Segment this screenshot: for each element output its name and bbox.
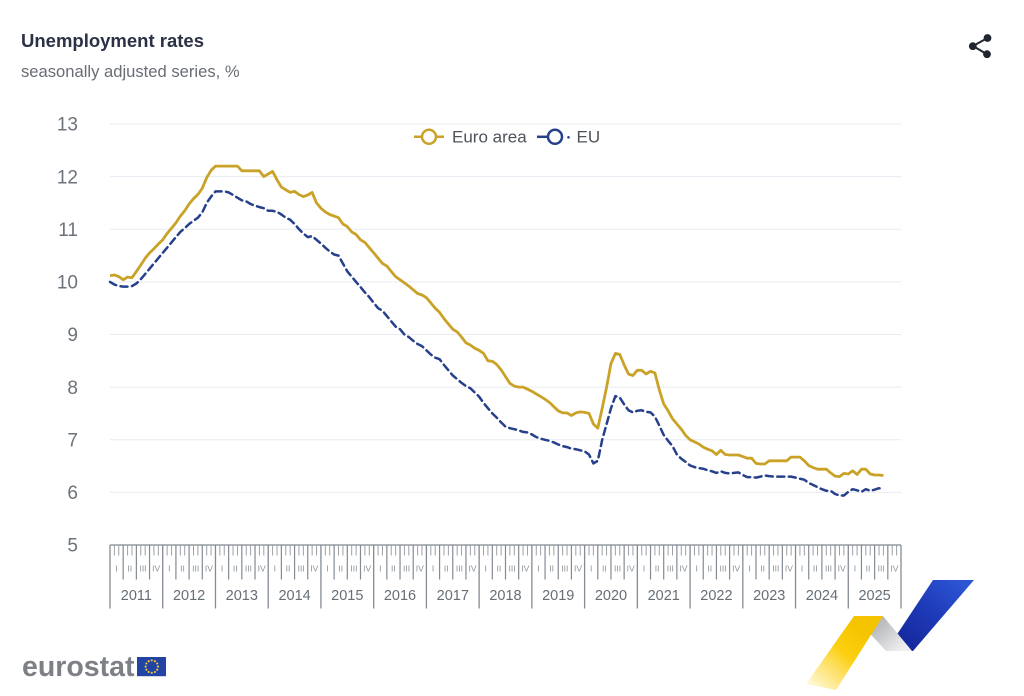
- svg-text:2017: 2017: [437, 588, 469, 604]
- svg-text:2021: 2021: [648, 588, 680, 604]
- svg-text:III: III: [561, 564, 568, 574]
- svg-text:2020: 2020: [595, 588, 627, 604]
- svg-text:I: I: [379, 564, 381, 574]
- svg-text:IV: IV: [785, 564, 793, 574]
- svg-text:I: I: [537, 564, 539, 574]
- svg-text:I: I: [168, 564, 170, 574]
- svg-text:2011: 2011: [121, 588, 152, 604]
- svg-text:11: 11: [58, 220, 78, 241]
- svg-text:2025: 2025: [858, 588, 890, 604]
- svg-text:I: I: [590, 564, 592, 574]
- svg-text:IV: IV: [679, 564, 687, 574]
- svg-text:IV: IV: [205, 564, 213, 574]
- svg-text:2012: 2012: [173, 588, 205, 604]
- svg-text:8: 8: [67, 378, 78, 399]
- svg-text:7: 7: [67, 430, 78, 451]
- svg-text:IV: IV: [363, 564, 371, 574]
- svg-text:2016: 2016: [384, 588, 416, 604]
- svg-text:III: III: [298, 564, 305, 574]
- svg-text:I: I: [274, 564, 276, 574]
- svg-text:2014: 2014: [278, 588, 310, 604]
- svg-text:III: III: [719, 564, 726, 574]
- svg-text:I: I: [221, 564, 223, 574]
- svg-text:I: I: [326, 564, 328, 574]
- svg-text:III: III: [614, 564, 621, 574]
- svg-text:IV: IV: [416, 564, 424, 574]
- svg-text:III: III: [509, 564, 516, 574]
- svg-text:II: II: [497, 564, 502, 574]
- svg-text:II: II: [286, 564, 291, 574]
- svg-text:II: II: [127, 564, 132, 574]
- svg-text:II: II: [180, 564, 185, 574]
- svg-text:III: III: [245, 564, 252, 574]
- svg-text:12: 12: [57, 167, 78, 188]
- svg-text:IV: IV: [152, 564, 160, 574]
- svg-text:2015: 2015: [331, 588, 363, 604]
- svg-text:III: III: [825, 564, 832, 574]
- svg-text:IV: IV: [521, 564, 529, 574]
- svg-text:II: II: [233, 564, 238, 574]
- svg-text:III: III: [139, 564, 146, 574]
- svg-text:IV: IV: [732, 564, 740, 574]
- svg-text:II: II: [866, 564, 871, 574]
- svg-text:IV: IV: [627, 564, 635, 574]
- svg-text:III: III: [403, 564, 410, 574]
- svg-text:II: II: [391, 564, 396, 574]
- svg-text:IV: IV: [574, 564, 582, 574]
- svg-text:II: II: [602, 564, 607, 574]
- svg-text:I: I: [696, 564, 698, 574]
- svg-text:III: III: [192, 564, 199, 574]
- svg-text:IV: IV: [258, 564, 266, 574]
- svg-text:EU: EU: [577, 128, 601, 147]
- svg-text:6: 6: [67, 483, 78, 504]
- svg-text:IV: IV: [838, 564, 846, 574]
- svg-text:III: III: [772, 564, 779, 574]
- svg-text:9: 9: [67, 325, 78, 346]
- svg-text:IV: IV: [310, 564, 318, 574]
- svg-text:2023: 2023: [753, 588, 785, 604]
- svg-text:5: 5: [67, 536, 78, 557]
- svg-text:IV: IV: [890, 564, 898, 574]
- svg-text:10: 10: [57, 273, 78, 294]
- svg-text:II: II: [760, 564, 765, 574]
- svg-text:I: I: [854, 564, 856, 574]
- svg-text:eurostat: eurostat: [22, 651, 135, 683]
- svg-text:III: III: [667, 564, 674, 574]
- svg-text:seasonally adjusted series, %: seasonally adjusted series, %: [21, 62, 240, 81]
- svg-text:I: I: [748, 564, 750, 574]
- svg-text:I: I: [432, 564, 434, 574]
- svg-text:II: II: [655, 564, 660, 574]
- svg-text:II: II: [444, 564, 449, 574]
- svg-text:2019: 2019: [542, 588, 574, 604]
- svg-text:2024: 2024: [806, 588, 838, 604]
- svg-text:I: I: [643, 564, 645, 574]
- svg-text:2022: 2022: [700, 588, 732, 604]
- svg-text:Euro area: Euro area: [452, 128, 527, 147]
- svg-text:13: 13: [57, 115, 78, 136]
- svg-text:II: II: [338, 564, 343, 574]
- svg-text:I: I: [115, 564, 117, 574]
- svg-text:IV: IV: [468, 564, 476, 574]
- svg-text:2013: 2013: [226, 588, 258, 604]
- svg-text:I: I: [801, 564, 803, 574]
- svg-text:III: III: [350, 564, 357, 574]
- svg-text:I: I: [485, 564, 487, 574]
- svg-text:Unemployment rates: Unemployment rates: [21, 30, 204, 51]
- svg-text:III: III: [456, 564, 463, 574]
- svg-text:II: II: [549, 564, 554, 574]
- svg-text:II: II: [707, 564, 712, 574]
- svg-text:2018: 2018: [489, 588, 521, 604]
- svg-text:II: II: [813, 564, 818, 574]
- svg-text:III: III: [878, 564, 885, 574]
